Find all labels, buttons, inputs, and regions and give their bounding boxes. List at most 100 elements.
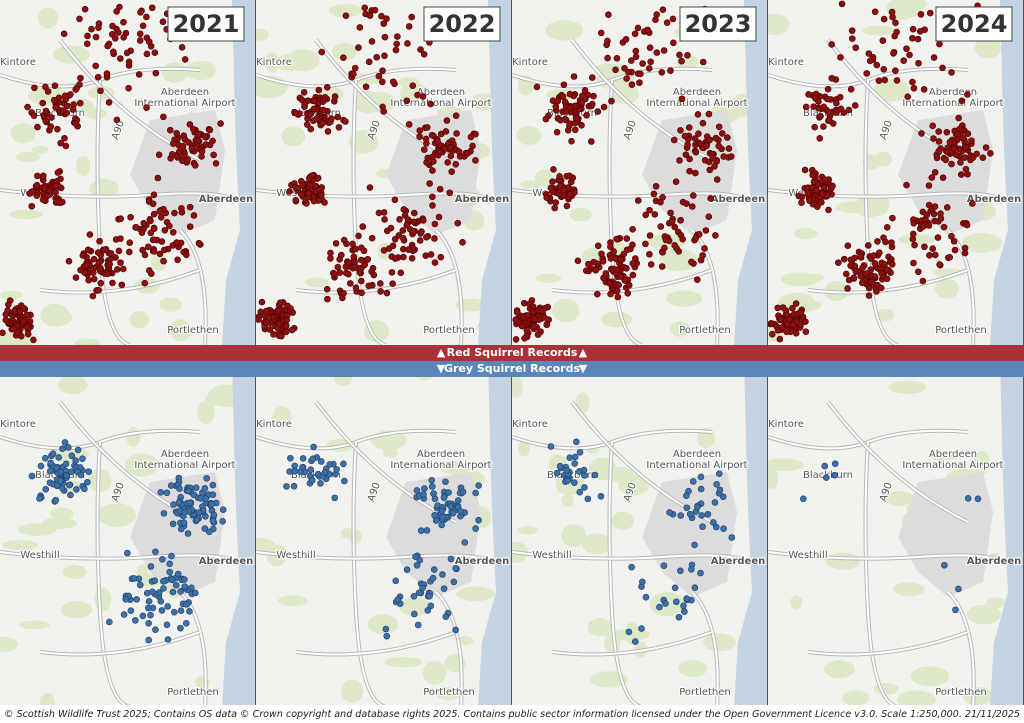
woodland [384, 656, 423, 668]
record-point [83, 261, 91, 269]
record-point [964, 130, 972, 137]
record-point [969, 154, 977, 161]
record-point [677, 512, 685, 519]
record-point [416, 237, 424, 244]
record-point [169, 228, 177, 236]
record-point [394, 596, 402, 603]
record-point [863, 270, 870, 277]
record-point [143, 50, 151, 58]
record-point [62, 460, 70, 468]
record-point [113, 266, 121, 273]
record-point [903, 45, 910, 52]
record-point [662, 236, 670, 244]
record-point [512, 316, 519, 323]
record-point [423, 233, 430, 241]
record-point [697, 569, 704, 577]
woodland [963, 687, 993, 705]
record-point [688, 203, 696, 210]
record-point [560, 81, 568, 89]
record-point [168, 552, 175, 560]
place-label: International Airport [646, 98, 747, 109]
record-point [720, 153, 728, 160]
place-label: Kintore [256, 57, 292, 68]
record-point [118, 281, 126, 289]
record-point [158, 607, 166, 614]
record-point [420, 146, 428, 153]
record-point [909, 230, 917, 238]
record-point [865, 292, 873, 299]
record-point [825, 206, 832, 214]
woodland [305, 277, 330, 288]
record-point [340, 289, 347, 297]
record-point [193, 516, 201, 524]
record-point [94, 249, 102, 256]
record-point [345, 270, 352, 278]
record-point [392, 46, 400, 54]
record-point [108, 31, 116, 38]
record-point [161, 227, 169, 234]
record-point [681, 132, 689, 140]
record-point [879, 37, 887, 44]
record-point [686, 155, 693, 163]
record-point [57, 468, 65, 476]
woodland [876, 308, 895, 322]
record-point [560, 186, 568, 194]
record-point [143, 13, 150, 21]
record-point [549, 178, 556, 185]
record-point [42, 107, 50, 115]
record-point [942, 156, 949, 164]
record-point [332, 240, 340, 247]
record-point [657, 223, 665, 230]
record-point [138, 229, 146, 237]
record-point [160, 246, 168, 254]
record-point [524, 312, 532, 319]
record-point [710, 519, 717, 526]
record-point [180, 152, 188, 160]
record-point [105, 99, 113, 106]
record-point [612, 66, 619, 74]
record-point [539, 307, 546, 314]
record-point [459, 238, 466, 246]
record-point [149, 200, 157, 208]
woodland [9, 209, 44, 220]
record-point [712, 232, 719, 239]
record-point [556, 462, 564, 470]
record-point [317, 458, 325, 465]
record-point [613, 287, 621, 295]
woodland [560, 524, 587, 547]
woodland [986, 597, 1006, 608]
record-point [30, 336, 37, 344]
record-point [306, 111, 314, 118]
record-point [422, 135, 430, 143]
record-point [639, 60, 646, 67]
record-point [678, 95, 686, 103]
record-point [413, 487, 421, 494]
record-point [53, 197, 61, 205]
place-label: Westhill [276, 550, 315, 561]
record-point [724, 134, 731, 141]
record-point [868, 278, 875, 286]
place-label: Portlethen [167, 325, 219, 336]
record-point [419, 93, 427, 100]
record-point [431, 220, 439, 228]
record-point [195, 239, 203, 247]
record-point [880, 15, 888, 23]
record-point [202, 141, 210, 148]
record-point [410, 610, 418, 618]
woodland [341, 679, 364, 703]
record-point [429, 574, 437, 582]
record-point [584, 495, 592, 503]
record-point [789, 304, 796, 312]
record-point [915, 268, 922, 276]
record-point [436, 148, 444, 156]
record-point [179, 142, 187, 150]
record-point [186, 223, 194, 230]
road [179, 591, 207, 705]
record-point [426, 592, 433, 600]
record-point [340, 54, 347, 61]
record-point [589, 100, 596, 108]
year-label: 2022 [429, 10, 496, 38]
record-point [43, 192, 51, 199]
road [435, 229, 463, 345]
